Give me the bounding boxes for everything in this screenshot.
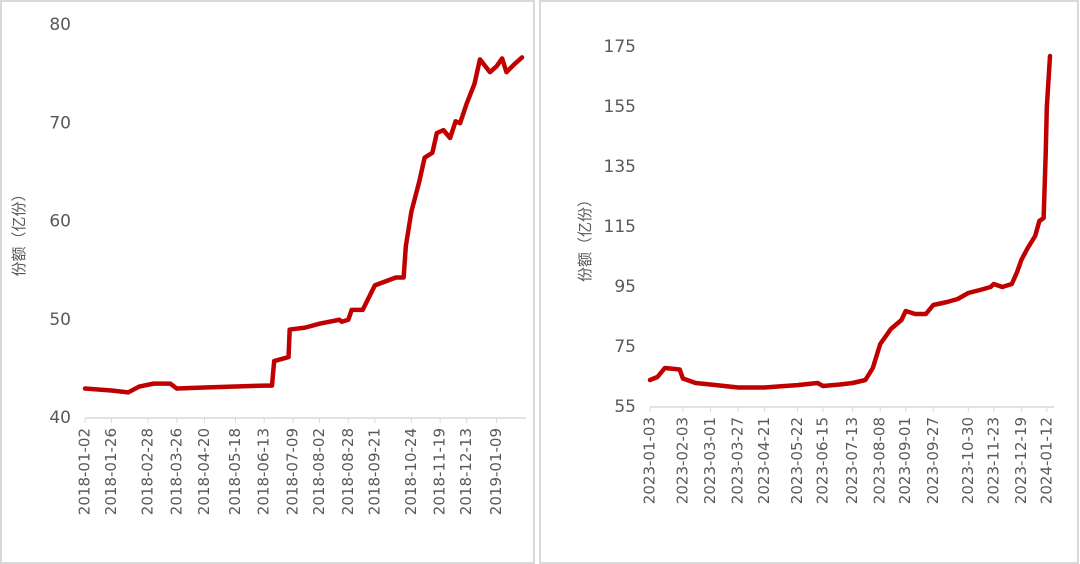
y-tick-label: 60 <box>49 212 71 232</box>
data-line <box>647 53 1053 390</box>
x-tick-label: 2023-07-13 <box>843 417 861 504</box>
x-tick-label: 2018-08-02 <box>310 428 328 515</box>
y-tick-label: 40 <box>49 408 71 428</box>
x-tick-label: 2018-11-19 <box>431 428 449 515</box>
x-tick-label: 2018-07-09 <box>283 428 301 515</box>
panel-border <box>539 0 1079 564</box>
x-tick-label: 2018-10-24 <box>402 428 420 515</box>
x-tick-label: 2023-03-01 <box>701 417 719 504</box>
x-tick-label: 2023-09-27 <box>924 417 942 504</box>
x-tick-label: 2023-04-21 <box>755 417 773 504</box>
x-tick-label: 2018-06-13 <box>255 428 273 515</box>
y-tick-label: 70 <box>49 113 71 133</box>
y-tick-label: 115 <box>604 217 636 237</box>
y-tick-label: 80 <box>49 15 71 35</box>
y-tick-label: 75 <box>614 337 636 357</box>
y-tick-label: 175 <box>604 37 636 57</box>
y-tick-label: 55 <box>614 397 636 417</box>
x-tick-label: 2018-09-21 <box>365 428 383 515</box>
x-tick-label: 2023-11-23 <box>984 417 1002 504</box>
x-tick-label: 2018-01-26 <box>102 428 120 515</box>
y-tick-label: 50 <box>49 310 71 330</box>
y-axis-label: 份额（亿份） <box>10 186 28 276</box>
x-tick-label: 2018-04-20 <box>195 428 213 515</box>
x-tick-label: 2023-12-19 <box>1012 417 1030 504</box>
x-tick-label: 2023-06-15 <box>813 417 831 504</box>
x-tick-label: 2018-05-18 <box>226 428 244 515</box>
x-tick-label: 2019-01-09 <box>487 428 505 515</box>
x-tick-label: 2023-10-30 <box>959 417 977 504</box>
y-tick-label: 135 <box>604 157 636 177</box>
x-tick-label: 2018-08-28 <box>339 428 357 515</box>
x-tick-label: 2024-01-12 <box>1037 417 1055 504</box>
x-tick-label: 2023-03-27 <box>729 417 747 504</box>
data-line <box>82 55 525 395</box>
x-tick-label: 2018-01-02 <box>76 428 94 515</box>
y-axis-label: 份额（亿份） <box>576 192 594 282</box>
x-tick-label: 2018-12-13 <box>457 428 475 515</box>
x-tick-label: 2018-02-28 <box>139 428 157 515</box>
x-tick-label: 2023-02-03 <box>673 417 691 504</box>
x-tick-label: 2023-09-01 <box>896 417 914 504</box>
x-tick-label: 2023-08-08 <box>871 417 889 504</box>
y-tick-label: 95 <box>614 277 636 297</box>
x-tick-label: 2023-01-03 <box>641 417 659 504</box>
x-tick-label: 2018-03-26 <box>167 428 185 515</box>
x-tick-label: 2023-05-22 <box>788 417 806 504</box>
y-tick-label: 155 <box>604 97 636 117</box>
panel-border <box>0 0 535 564</box>
